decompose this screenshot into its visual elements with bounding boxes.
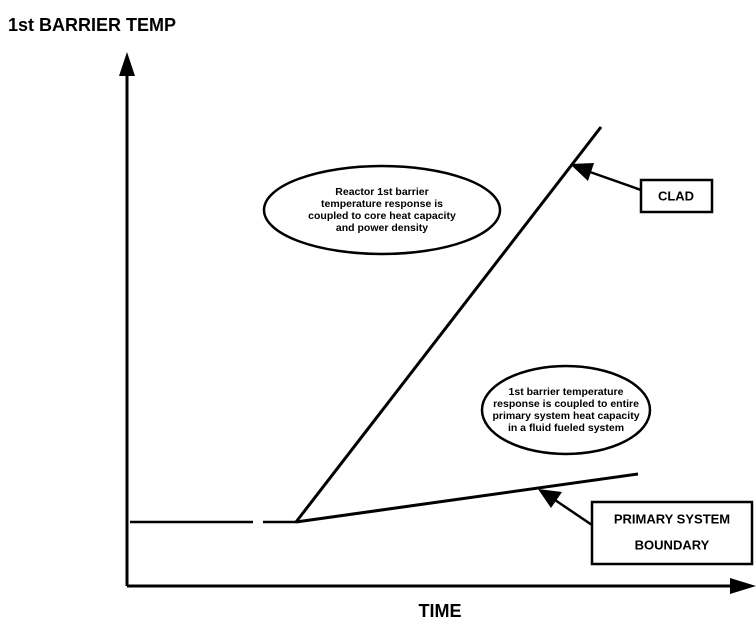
annotation-text: primary system heat capacity	[492, 410, 639, 422]
annotation-text: response is coupled to entire	[493, 398, 639, 410]
pointer	[554, 498, 593, 527]
annotation-text: in a fluid fueled system	[508, 422, 624, 434]
annotation-ellipse	[480, 364, 652, 456]
annotation-text: Reactor 1st barrier	[335, 186, 428, 198]
annotation-text: temperature response is	[321, 198, 443, 210]
pointer-head	[570, 163, 594, 181]
pointer	[589, 170, 642, 192]
pointer-head	[538, 489, 562, 508]
label-box	[590, 500, 754, 566]
x-arrow	[730, 578, 756, 594]
x-axis-label: TIME	[419, 601, 462, 621]
primary-curve	[295, 472, 639, 524]
annotation-text: coupled to core heat capacity	[308, 210, 456, 222]
curve-label: CLAD	[658, 188, 694, 203]
label-box	[639, 178, 714, 214]
annotation-ellipse	[262, 164, 502, 256]
y-axis-label: 1st BARRIER TEMP	[8, 15, 176, 35]
annotation-text: and power density	[336, 222, 428, 234]
curve-label: PRIMARY SYSTEM	[614, 511, 730, 526]
annotation-text: 1st barrier temperature	[509, 386, 624, 398]
curve-label: BOUNDARY	[635, 537, 710, 552]
y-arrow	[119, 52, 135, 76]
clad-curve	[294, 126, 603, 523]
